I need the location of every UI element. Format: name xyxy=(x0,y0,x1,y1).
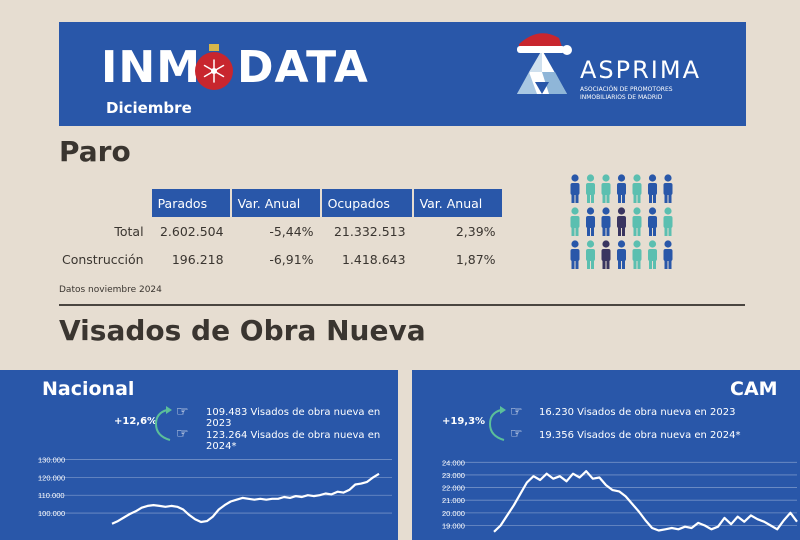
column-header: Ocupados xyxy=(319,189,412,217)
table-cell: 196.218 xyxy=(171,251,224,267)
person-icon xyxy=(586,174,595,203)
column-header: Var. Anual xyxy=(411,189,502,217)
table-cell: 2.602.504 xyxy=(159,223,224,239)
y-tick-label: 120.000 xyxy=(38,473,65,482)
row-label: Construcción xyxy=(62,251,144,267)
table-corner xyxy=(56,189,150,217)
person-icon xyxy=(632,207,642,236)
table-cell: -6,91% xyxy=(269,251,314,267)
person-icon xyxy=(632,174,642,203)
partner-subtitle: ASOCIACIÓN DE PROMOTORES INMOBILIARIOS D… xyxy=(580,86,720,102)
table-cell: 2,39% xyxy=(455,223,496,239)
person-icon xyxy=(663,240,673,269)
nacional-line-chart: 100.000 110.000 120.000 130.000 xyxy=(38,456,392,525)
header-banner: INM DATA Diciembre ASPRIMA ASOCIACIÓN DE… xyxy=(59,22,746,126)
brand-right: DATA xyxy=(237,42,369,93)
y-tick-label: 110.000 xyxy=(38,491,65,500)
growth-arrow-icon xyxy=(154,406,172,441)
hand-pointing-icon: ☞ xyxy=(176,426,189,442)
person-icon xyxy=(601,207,611,236)
cam-note-2024: 19.356 Visados de obra nueva en 2024* xyxy=(539,430,741,441)
asprima-logo-icon xyxy=(517,33,572,94)
column-header: Parados xyxy=(149,189,230,217)
nacional-title: Nacional xyxy=(42,378,135,400)
cam-line-chart: 19.000 20.000 21.000 22.000 23.000 24.000 xyxy=(442,458,798,533)
cam-title: CAM xyxy=(730,378,778,400)
partner-name: ASPRIMA xyxy=(580,56,702,84)
y-tick-label: 20.000 xyxy=(442,509,465,518)
table-cell: 1,87% xyxy=(455,251,496,267)
nacional-note-2024: 123.264 Visados de obra nueva en 2024* xyxy=(206,430,381,452)
hand-pointing-icon: ☞ xyxy=(510,426,523,442)
hand-pointing-icon: ☞ xyxy=(510,404,523,420)
person-icon xyxy=(617,174,626,203)
section-divider xyxy=(59,304,745,306)
person-icon xyxy=(663,174,673,203)
person-icon xyxy=(663,207,673,236)
person-icon xyxy=(648,207,657,236)
growth-arrow-icon xyxy=(488,406,506,441)
table-cell: -5,44% xyxy=(269,223,314,239)
table-cell: 21.332.513 xyxy=(333,223,406,239)
person-icon xyxy=(617,207,626,236)
y-tick-label: 100.000 xyxy=(38,509,65,518)
person-icon xyxy=(570,174,580,203)
table-cell: 1.418.643 xyxy=(341,251,406,267)
partner-subtitle-line-1: ASOCIACIÓN DE PROMOTORES xyxy=(580,86,673,93)
y-tick-label: 22.000 xyxy=(442,484,465,493)
visados-title: Visados de Obra Nueva xyxy=(59,314,426,347)
person-icon xyxy=(648,240,657,269)
person-icon xyxy=(601,240,611,269)
data-source-note: Datos noviembre 2024 xyxy=(59,285,162,295)
nacional-note-2023: 109.483 Visados de obra nueva en 2023 xyxy=(206,407,381,429)
christmas-ornament-icon xyxy=(195,44,233,90)
table-row: Total 2.602.504 -5,44% 21.332.513 2,39% xyxy=(56,217,502,245)
partner-subtitle-line-2: INMOBILIARIOS DE MADRID xyxy=(580,94,663,101)
y-tick-label: 21.000 xyxy=(442,496,465,505)
y-tick-label: 19.000 xyxy=(442,521,465,530)
y-tick-label: 24.000 xyxy=(442,458,465,467)
person-icon xyxy=(586,207,595,236)
cam-growth: +19,3% xyxy=(442,416,486,427)
nacional-panel: Nacional +12,6% ☞ ☞ 109.483 Visados de o… xyxy=(0,370,398,540)
person-icon xyxy=(570,240,580,269)
row-label: Total xyxy=(114,223,144,239)
cam-panel: CAM +19,3% ☞ ☞ 16.230 Visados de obra nu… xyxy=(412,370,800,540)
person-icon xyxy=(648,174,657,203)
person-icon xyxy=(570,207,580,236)
y-tick-label: 23.000 xyxy=(442,471,465,480)
cam-note-2023: 16.230 Visados de obra nueva en 2023 xyxy=(539,407,736,418)
table-header-row: Parados Var. Anual Ocupados Var. Anual xyxy=(56,189,502,217)
series-line xyxy=(111,472,380,525)
table-row: Construcción 196.218 -6,91% 1.418.643 1,… xyxy=(56,245,502,273)
person-icon xyxy=(632,240,642,269)
people-group-icon xyxy=(570,174,673,269)
person-icon xyxy=(601,174,611,203)
month-label: Diciembre xyxy=(106,99,192,117)
column-header: Var. Anual xyxy=(229,189,320,217)
paro-title: Paro xyxy=(59,135,131,168)
nacional-growth: +12,6% xyxy=(114,416,158,427)
y-tick-label: 130.000 xyxy=(38,456,65,465)
series-line xyxy=(493,470,798,533)
person-icon xyxy=(586,240,595,269)
hand-pointing-icon: ☞ xyxy=(176,404,189,420)
paro-table: Parados Var. Anual Ocupados Var. Anual T… xyxy=(56,189,502,273)
brand-left: INM xyxy=(101,42,201,93)
person-icon xyxy=(617,240,626,269)
